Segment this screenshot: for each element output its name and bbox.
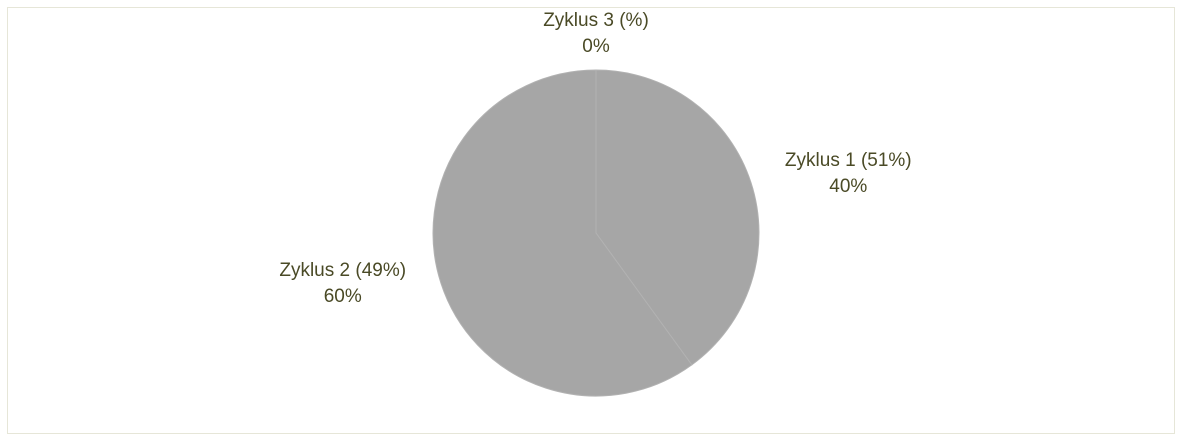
slice-label: Zyklus 1 (51%) <box>785 150 912 171</box>
pie-slice <box>432 69 693 397</box>
slice-value-label: 60% <box>324 286 362 307</box>
slice-value-label: 0% <box>582 36 610 57</box>
pie-slice <box>595 69 760 366</box>
slice-value-label: 40% <box>829 176 867 197</box>
slice-label: Zyklus 3 (%) <box>543 10 649 31</box>
slice-label: Zyklus 2 (49%) <box>279 260 406 281</box>
